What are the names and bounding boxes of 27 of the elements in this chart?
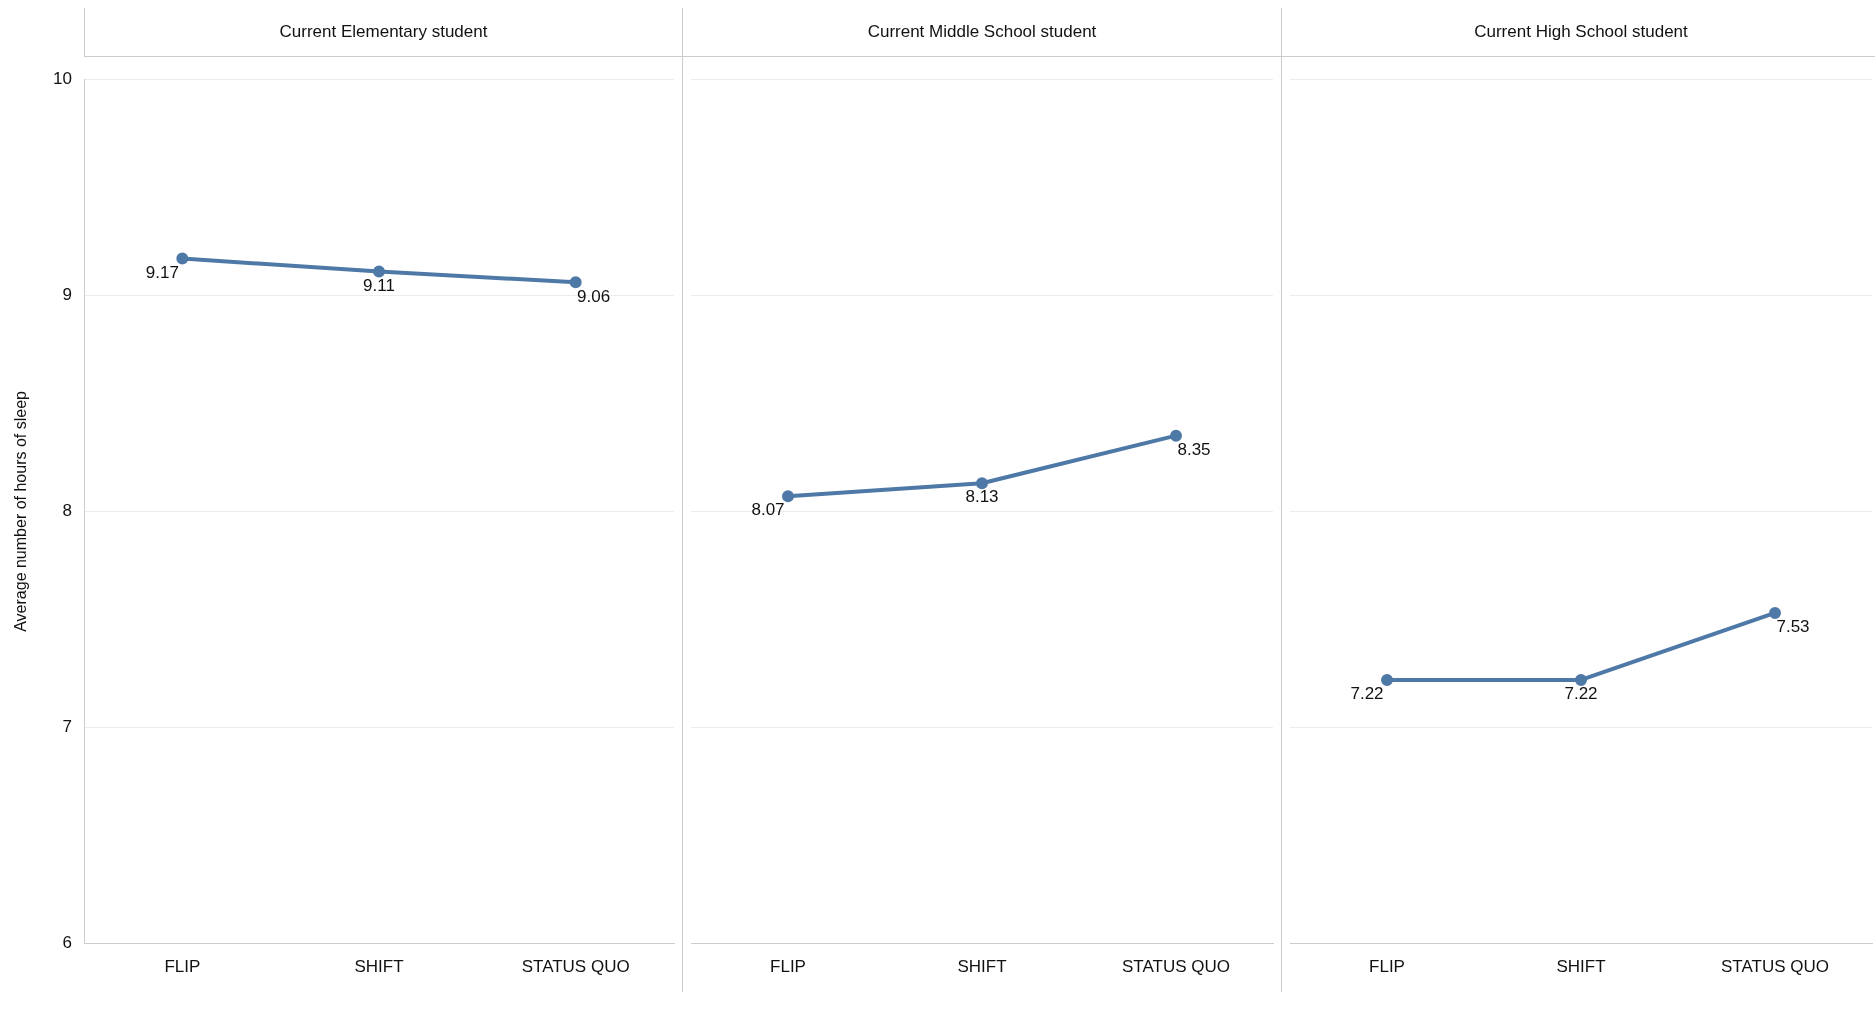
data-label: 9.17 xyxy=(145,262,179,282)
x-tick-label: SHIFT xyxy=(354,957,404,977)
chart-title: Current High School student xyxy=(1282,8,1875,57)
y-axis-title: Average number of hours of sleep xyxy=(12,390,30,632)
y-tick-label: 6 xyxy=(62,933,72,953)
data-label: 9.06 xyxy=(577,286,611,306)
x-tick-label: STATUS QUO xyxy=(1721,957,1829,977)
y-tick-label: 9 xyxy=(62,284,72,304)
y-tick-label: 10 xyxy=(53,68,72,88)
x-tick-label: SHIFT xyxy=(1556,957,1606,977)
x-tick-label: FLIP xyxy=(770,957,806,977)
x-tick-label: FLIP xyxy=(1369,957,1405,977)
y-tick-label: 7 xyxy=(62,717,72,737)
x-tick-label: FLIP xyxy=(164,957,201,977)
y-tick-label: 8 xyxy=(62,501,72,521)
data-label: 8.35 xyxy=(1177,439,1211,459)
data-label: 9.11 xyxy=(363,275,395,295)
data-label: 7.22 xyxy=(1564,684,1598,704)
x-tick-label: STATUS QUO xyxy=(521,957,630,977)
data-label: 8.07 xyxy=(751,500,785,520)
x-tick-label: STATUS QUO xyxy=(1122,957,1230,977)
data-label: 7.22 xyxy=(1350,684,1384,704)
x-tick-label: SHIFT xyxy=(957,957,1007,977)
chart-title: Current Middle School student xyxy=(683,8,1281,57)
data-label: 7.53 xyxy=(1776,617,1810,637)
data-label: 8.13 xyxy=(965,487,999,507)
chart-title: Current Elementary student xyxy=(84,8,682,57)
